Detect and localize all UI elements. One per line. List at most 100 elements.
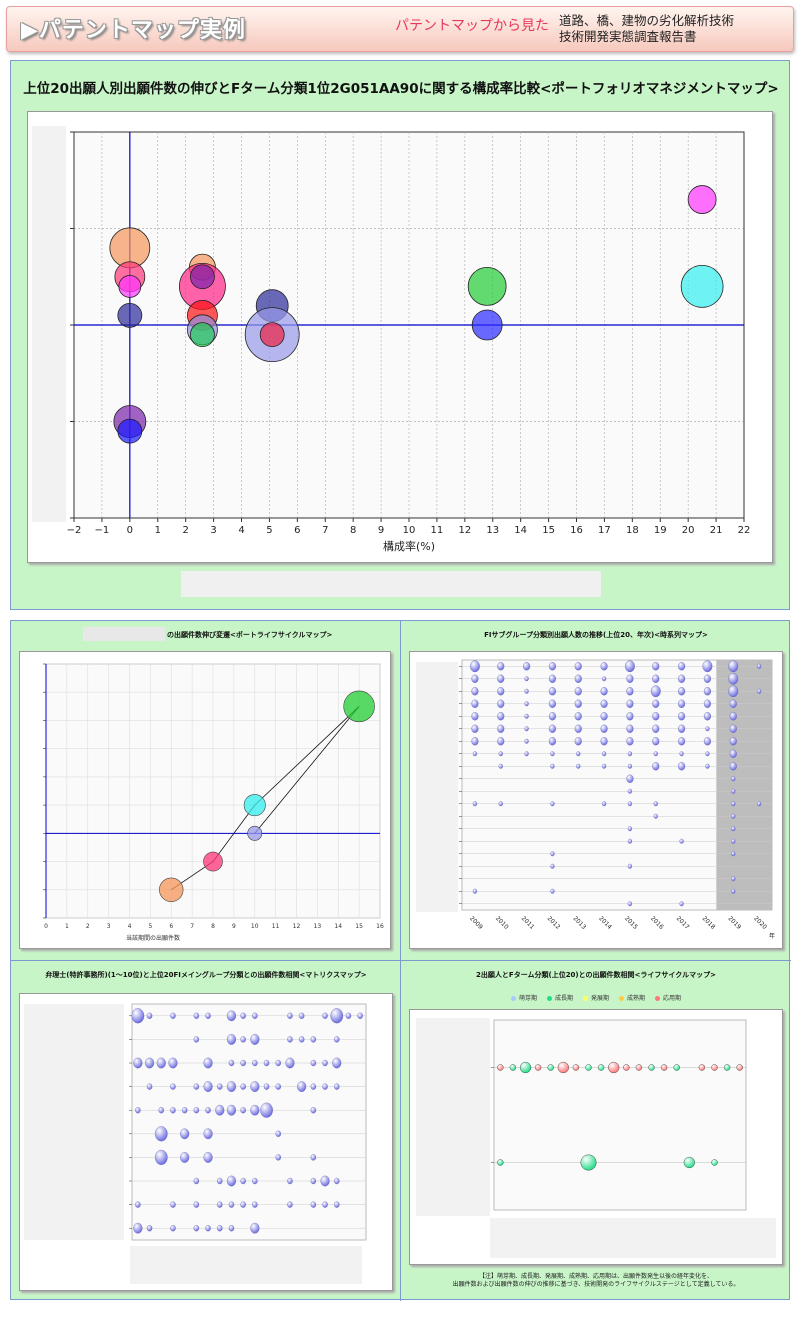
mx-bubble <box>250 1222 260 1234</box>
bubble-16 <box>471 309 503 341</box>
ts-bubble <box>626 699 634 708</box>
ts-bubble <box>497 687 505 696</box>
x-tick-label: 9 <box>378 525 384 536</box>
ts-bubble <box>627 863 633 869</box>
bubble-lifecycle-chart-title: 2出願人とFターム分類(上位20)との出願件数相関<ライフサイクルマップ> <box>476 971 716 979</box>
mx-bubble <box>263 1059 270 1067</box>
report-line-1: 道路、橋、建物の劣化解析技術 <box>559 13 735 28</box>
lc-x-tick-label: 6 <box>169 923 173 930</box>
ts-bubble <box>729 737 737 746</box>
mx-bubble <box>203 1152 213 1163</box>
ts-bubble <box>703 687 711 696</box>
matrix-bubble-plot <box>129 1003 367 1241</box>
mx-bubble <box>168 1057 178 1069</box>
mx-bubble <box>240 1012 246 1019</box>
bl-bubble <box>580 1154 597 1171</box>
ts-bubble <box>548 687 556 696</box>
lc-x-tick-label: 14 <box>334 923 342 930</box>
mx-bubble <box>170 1107 176 1114</box>
legend-label: 成長期 <box>555 995 574 1002</box>
mx-bubble <box>275 1130 281 1137</box>
x-tick-label: 6 <box>294 525 300 536</box>
mx-bubble <box>310 1059 317 1067</box>
mx-bubble <box>252 1177 258 1185</box>
legend-dot-icon <box>655 996 660 1001</box>
bl-bubble <box>608 1061 620 1074</box>
mx-bubble <box>252 1201 258 1208</box>
ts-bubble <box>600 662 608 671</box>
mx-bubble <box>287 1177 293 1185</box>
ts-bubble <box>548 662 556 671</box>
ts-bubble <box>705 763 710 769</box>
bl-bubble <box>557 1061 569 1074</box>
ts-bubble <box>524 676 529 682</box>
ts-bubble <box>498 751 503 757</box>
mx-bubble <box>310 1083 317 1090</box>
ts-bubble <box>498 763 503 769</box>
ts-bubble <box>652 737 660 746</box>
ts-bubble <box>548 737 556 746</box>
ts-bubble <box>471 737 479 746</box>
bl-bubble <box>723 1064 731 1071</box>
ts-bubble <box>705 751 710 757</box>
bubble-11 <box>190 322 215 348</box>
ts-bubble <box>548 712 556 721</box>
ts-bubble <box>729 762 737 771</box>
ts-x-tick-label: 2011 <box>520 915 536 931</box>
bl-bubble <box>635 1064 643 1071</box>
mx-bubble <box>228 1059 235 1067</box>
ts-bubble <box>678 737 686 746</box>
ts-bubble <box>524 713 529 719</box>
ts-bubble <box>624 660 635 673</box>
legend-item-0: 萌芽期 <box>511 993 537 1002</box>
lc-x-tick-label: 3 <box>107 923 111 930</box>
mx-bubble <box>203 1057 213 1069</box>
x-tick-label: 4 <box>238 525 244 536</box>
x-tick-label: −2 <box>67 525 82 536</box>
ts-bubble <box>498 801 503 807</box>
main-scatter-plot: −2 −1 0 1 2 3 4 5 6 7 8 9 10 11 12 13 14 15 16 17 18 19 20 21 22… <box>67 131 750 553</box>
mx-bubble <box>193 1083 200 1090</box>
mx-bubble <box>250 1034 260 1045</box>
ts-bubble <box>600 699 608 708</box>
lifecycle-bubble-plot <box>491 1019 747 1211</box>
main-chart-panel: 上位20出願人別出願件数の伸びとFターム分類1位2G051AA90に関する構成率… <box>10 60 790 610</box>
mx-bubble <box>193 1177 200 1185</box>
lc-x-tick-label: 11 <box>272 923 280 930</box>
x-tick-label: 10 <box>403 525 416 536</box>
mx-bubble <box>226 1081 237 1092</box>
ts-bubble <box>652 712 660 721</box>
mx-bubble <box>205 1107 211 1114</box>
mx-bubble <box>298 1036 305 1043</box>
mx-bubble <box>146 1083 153 1090</box>
ts-bubble <box>653 813 658 819</box>
report-line-2: 技術開発実態調査報告書 <box>559 29 697 44</box>
x-tick-label: 15 <box>542 525 555 536</box>
legend-mask <box>181 571 601 597</box>
ts-bubble <box>471 687 479 696</box>
mx-bubble <box>240 1107 246 1114</box>
ts-bubble <box>472 801 478 807</box>
ts-bubble <box>574 687 582 696</box>
ts-row-label-mask <box>416 662 458 912</box>
ts-bubble <box>652 724 660 733</box>
mx-bubble <box>287 1036 293 1043</box>
mx-bubble <box>263 1083 270 1090</box>
mx-bubble <box>310 1154 317 1161</box>
ts-bubble <box>729 699 737 708</box>
lifecycle-chart-title: の出願件数伸び変遷<ポートライフサイクルマップ> <box>167 631 333 639</box>
ts-bubble <box>705 726 710 732</box>
ts-bubble <box>627 838 633 844</box>
mx-bubble <box>322 1201 328 1208</box>
ts-bubble <box>550 888 555 894</box>
bl-row-label-mask <box>416 1018 490 1216</box>
bubble-14 <box>259 322 285 348</box>
lc-x-axis-label: 当該期間の出願件数 <box>126 934 180 942</box>
ts-bubble <box>497 662 505 671</box>
bl-bubble <box>711 1159 718 1166</box>
ts-bubble <box>731 788 736 794</box>
ts-bubble <box>497 712 505 721</box>
mx-bubble <box>310 1107 317 1114</box>
page-title: ▶パテントマップ実例 <box>21 18 246 43</box>
mx-bubble <box>330 1008 344 1024</box>
